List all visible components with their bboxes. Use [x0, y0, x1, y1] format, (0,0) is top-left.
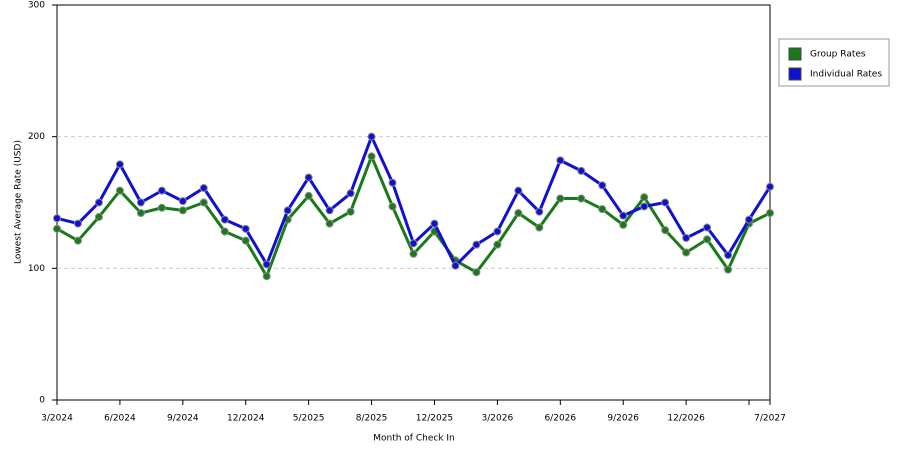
data-point: [136, 198, 145, 207]
data-point: [682, 234, 691, 243]
data-point: [115, 186, 124, 195]
x-tick-label: 5/2025: [293, 414, 325, 424]
data-point: [556, 194, 565, 203]
plot-frame: [56, 4, 771, 401]
data-point: [640, 193, 649, 202]
data-point: [94, 198, 103, 207]
x-tick-label: 8/2025: [356, 414, 388, 424]
data-point: [577, 194, 586, 203]
data-point: [367, 152, 376, 161]
data-point: [304, 173, 313, 182]
data-point: [241, 224, 250, 233]
data-point: [682, 248, 691, 257]
data-point: [325, 219, 334, 228]
data-point: [514, 209, 523, 218]
data-point: [73, 219, 82, 228]
y-tick-label: 0: [39, 396, 45, 406]
data-point: [262, 260, 271, 269]
x-tick-label: 12/2024: [227, 414, 265, 424]
data-point: [157, 186, 166, 195]
data-point: [514, 186, 523, 195]
data-point: [598, 181, 607, 190]
data-point: [346, 189, 355, 198]
x-tick-label: 6/2026: [544, 414, 576, 424]
data-point: [472, 268, 481, 277]
data-point: [472, 240, 481, 249]
data-point: [304, 191, 313, 200]
legend-label: Individual Rates: [810, 70, 882, 80]
data-point: [262, 272, 271, 281]
x-tick-label: 12/2026: [667, 414, 705, 424]
data-point: [220, 227, 229, 236]
data-point: [136, 209, 145, 218]
data-point: [766, 182, 774, 191]
data-point: [661, 198, 670, 207]
legend-label: Group Rates: [810, 50, 866, 60]
y-tick-label: 300: [28, 1, 45, 11]
data-point: [598, 205, 607, 214]
data-point: [367, 132, 376, 141]
data-point: [724, 265, 733, 274]
x-tick-label: 12/2025: [416, 414, 453, 424]
x-tick-label: 9/2024: [167, 414, 199, 424]
x-tick-label: 9/2026: [607, 414, 639, 424]
data-point: [409, 249, 418, 258]
data-point: [388, 202, 397, 211]
data-point: [745, 215, 754, 224]
data-point: [53, 224, 61, 233]
data-point: [703, 235, 712, 244]
data-point: [241, 236, 250, 245]
data-point: [178, 197, 187, 206]
data-point: [73, 236, 82, 245]
data-point: [157, 203, 166, 212]
x-tick-label: 3/2024: [41, 414, 73, 424]
data-point: [115, 160, 124, 169]
y-tick-label: 100: [28, 264, 45, 274]
x-tick-label: 7/2027: [754, 414, 786, 424]
data-point: [619, 220, 628, 229]
data-point: [199, 184, 208, 193]
x-tick-label: 6/2024: [104, 414, 136, 424]
data-point: [325, 206, 334, 215]
data-point: [451, 261, 460, 270]
data-point: [220, 215, 229, 224]
data-point: [199, 198, 208, 207]
data-point: [577, 166, 586, 175]
x-axis-label: Month of Check In: [373, 434, 455, 444]
data-point: [94, 212, 103, 221]
data-point: [556, 156, 565, 165]
legend-swatch: [788, 67, 802, 81]
data-point: [493, 227, 502, 236]
data-point: [535, 207, 544, 216]
series-line: [56, 154, 771, 278]
data-point: [283, 206, 292, 215]
legend-swatch: [788, 47, 802, 61]
data-point: [346, 207, 355, 216]
data-point: [535, 223, 544, 232]
y-tick-label: 200: [28, 132, 45, 142]
data-point: [178, 206, 187, 215]
data-point: [409, 239, 418, 248]
x-tick-label: 3/2026: [482, 414, 514, 424]
data-point: [766, 209, 774, 218]
data-point: [703, 223, 712, 232]
data-point: [430, 219, 439, 228]
data-point: [640, 202, 649, 211]
data-point: [53, 214, 61, 223]
data-point: [493, 240, 502, 249]
y-axis-label: Lowest Average Rate (USD): [14, 140, 24, 264]
data-point: [388, 178, 397, 187]
data-point: [619, 211, 628, 220]
data-point: [661, 226, 670, 235]
data-point: [724, 251, 733, 260]
